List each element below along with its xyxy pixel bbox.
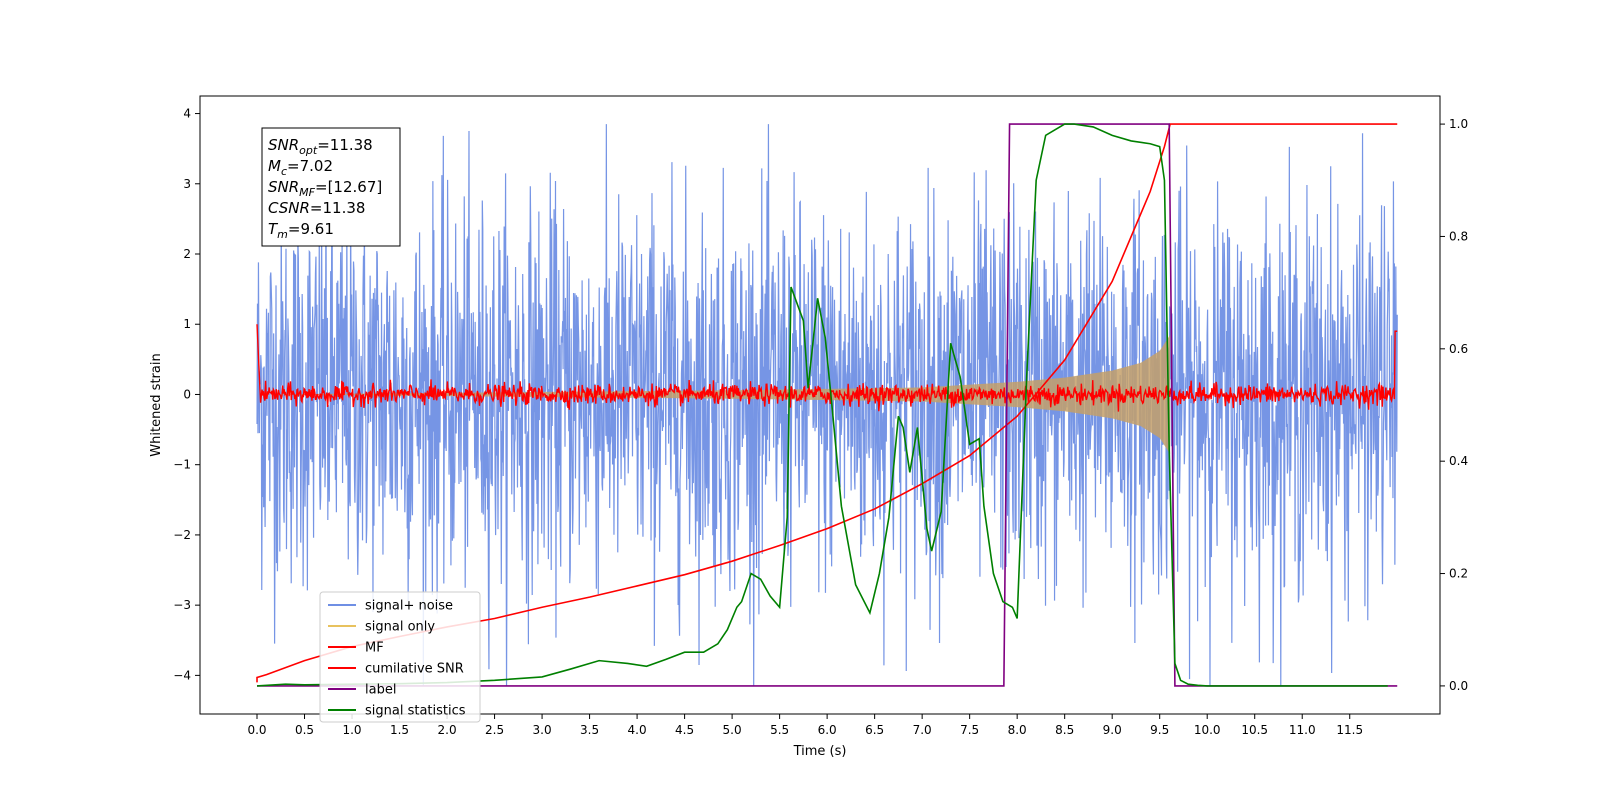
annotation-subscript: m <box>277 228 288 241</box>
x-tick-label: 11.5 <box>1336 723 1363 737</box>
x-tick-label: 9.5 <box>1150 723 1169 737</box>
annotation-frame <box>261 127 401 247</box>
x-tick-label: 8.5 <box>1055 723 1074 737</box>
plot-frame <box>199 95 1441 715</box>
legend-entry: cumilative SNR <box>365 662 464 677</box>
annotation-value: =7.02 <box>287 157 333 175</box>
y-tick-label: 4 <box>183 107 191 121</box>
y-tick-label: −3 <box>173 598 191 612</box>
annotation-line: SNRopt=11.38 <box>268 136 373 157</box>
y2-tick-label: 0.2 <box>1449 567 1468 581</box>
y-axis-label: Whitened strain <box>149 353 164 456</box>
x-tick-label: 10.5 <box>1241 723 1268 737</box>
legend-entry: MF <box>365 641 384 656</box>
y-tick-label: 3 <box>183 177 191 191</box>
axes: 0.0 0.5 1.0 1.5 2.0 2.5 3.0 3.5 4.0 4.5 5.0 5.5 6.0 6… <box>173 107 1468 737</box>
legend-entry: label <box>365 683 396 698</box>
annotation-line: CSNR=11.38 <box>268 199 365 217</box>
x-tick-label: 0.5 <box>295 723 314 737</box>
y-tick-label: −1 <box>173 458 191 472</box>
y2-tick-label: 1.0 <box>1449 117 1468 131</box>
y2-tick-label: 0.6 <box>1449 342 1468 356</box>
y-tick-label: 0 <box>183 387 191 401</box>
series-mf <box>256 324 1398 412</box>
x-tick-label: 3.5 <box>580 723 599 737</box>
x-tick-label: 9.0 <box>1103 723 1122 737</box>
x-tick-label: 7.0 <box>913 723 932 737</box>
annotation-value: =11.38 <box>317 136 373 154</box>
x-tick-label: 7.5 <box>960 723 979 737</box>
annotation-subscript: MF <box>299 186 315 199</box>
x-tick-label: 6.0 <box>818 723 837 737</box>
x-tick-label: 11.0 <box>1289 723 1316 737</box>
x-tick-label: 4.5 <box>675 723 694 737</box>
annotation-line: SNRMF=[12.67] <box>268 178 382 199</box>
x-tick-label: 8.0 <box>1008 723 1027 737</box>
x-tick-label: 1.0 <box>342 723 361 737</box>
annotation-value: =[12.67] <box>315 178 382 196</box>
x-tick-label: 3.0 <box>533 723 552 737</box>
annotation-value: =9.61 <box>288 220 334 238</box>
legend: signal+ noise signal only MF cumilative SNR… <box>319 591 481 723</box>
x-tick-label: 10.0 <box>1194 723 1221 737</box>
annotation-value: =11.38 <box>310 199 366 217</box>
x-tick-label: 2.5 <box>485 723 504 737</box>
x-tick-label: 5.0 <box>723 723 742 737</box>
annotation-symbol: SNR <box>268 178 299 196</box>
x-tick-label: 2.0 <box>438 723 457 737</box>
x-tick-label: 5.5 <box>770 723 789 737</box>
x-axis-label: Time (s) <box>793 744 847 759</box>
annotation-symbol: M <box>268 157 281 175</box>
annotation-subscript: opt <box>299 144 318 157</box>
annotation-subscript: c <box>281 165 287 178</box>
annotation-line: Mc=7.02 <box>268 157 333 178</box>
legend-entry: signal+ noise <box>365 599 453 614</box>
series-signal-statistics <box>256 123 1388 687</box>
y-tick-label: 2 <box>183 247 191 261</box>
x-tick-label: 6.5 <box>865 723 884 737</box>
annotation-line: Tm=9.61 <box>268 220 334 241</box>
x-tick-label: 4.0 <box>628 723 647 737</box>
legend-frame <box>319 591 481 723</box>
x-tick-label: 0.0 <box>247 723 266 737</box>
x-tick-label: 1.5 <box>390 723 409 737</box>
annotation-box: SNRopt=11.38Mc=7.02SNRMF=[12.67]CSNR=11.… <box>261 127 401 247</box>
y2-tick-label: 0.8 <box>1449 229 1468 243</box>
y-tick-label: 1 <box>183 317 191 331</box>
y2-tick-label: 0.0 <box>1449 679 1468 693</box>
annotation-symbol: T <box>268 220 279 238</box>
legend-entry: signal statistics <box>365 704 466 719</box>
y-tick-label: −2 <box>173 528 191 542</box>
annotation-symbol: CSNR <box>268 199 310 217</box>
y2-tick-label: 0.4 <box>1449 454 1468 468</box>
legend-entry: signal only <box>365 620 435 635</box>
y-tick-label: −4 <box>173 668 191 682</box>
annotation-symbol: SNR <box>268 136 299 154</box>
